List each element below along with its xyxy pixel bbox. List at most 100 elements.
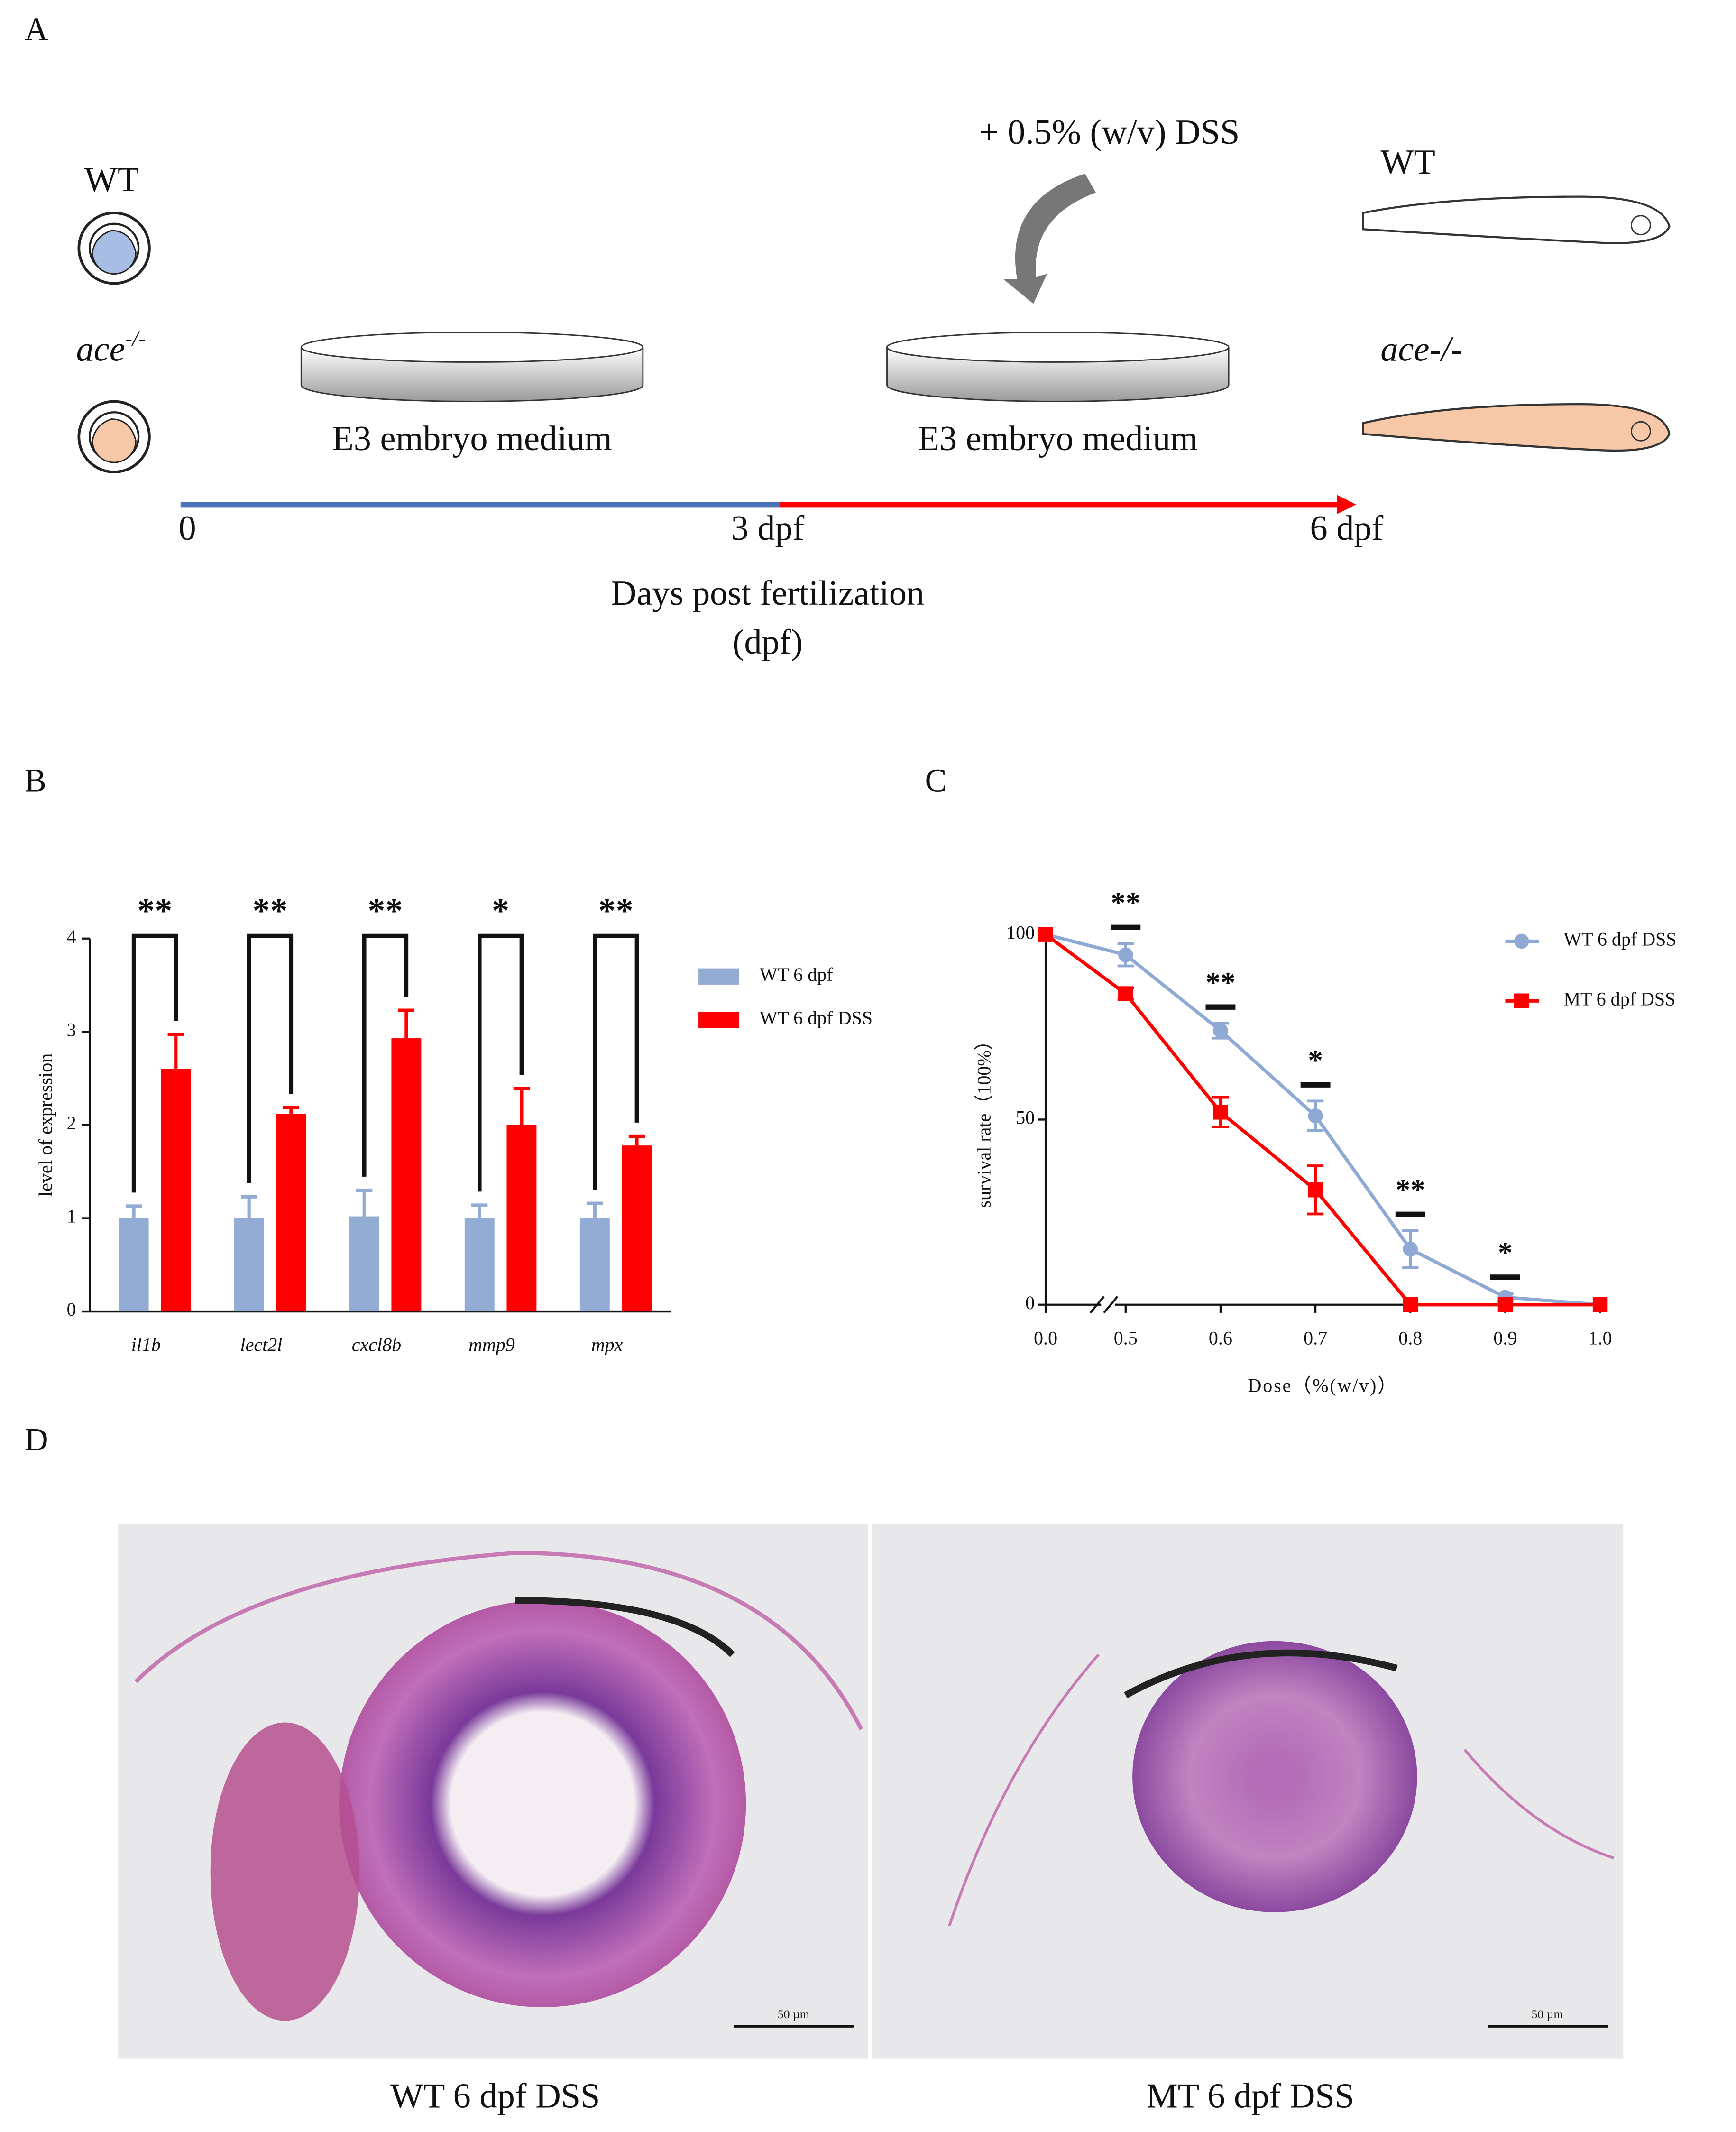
- bar: [234, 1218, 264, 1312]
- error-bar: [471, 1203, 488, 1218]
- timeline-unit: (dpf): [733, 623, 803, 662]
- schematic: WT ace-/- E3 embryo medium E3 embryo med…: [76, 113, 1671, 662]
- legend-swatch: [698, 1012, 739, 1028]
- bar: [579, 1218, 610, 1312]
- y-axis-label: level of expression: [35, 1053, 56, 1197]
- tissue: [339, 1600, 746, 2007]
- y-axis-label: survival rate（100%）: [973, 1031, 994, 1208]
- wt-label: WT: [84, 160, 139, 199]
- larva-eye: [1630, 215, 1651, 236]
- tissue: [1132, 1641, 1417, 1912]
- panel-label: A: [25, 11, 48, 47]
- error-bar: [628, 1134, 645, 1146]
- superscript: -/-: [125, 326, 146, 350]
- timeline-label: 0: [178, 509, 196, 548]
- legend-label: WT 6 dpf DSS: [1563, 929, 1676, 950]
- yolk: [92, 418, 137, 463]
- dish: [886, 332, 1230, 363]
- significance-bracket: [593, 933, 639, 1190]
- caption: WT 6 dpf DSS: [390, 2077, 600, 2115]
- marker: [1118, 947, 1133, 962]
- larva-eye: [1630, 421, 1651, 442]
- dish: [300, 332, 644, 363]
- legend-swatch: [698, 968, 739, 985]
- y-tick-label: 4: [67, 926, 76, 947]
- x-tick-label: 0.5: [1114, 1327, 1138, 1348]
- significance-label: **: [1206, 966, 1236, 999]
- error-bar: [513, 1087, 530, 1125]
- larva: [1362, 195, 1671, 244]
- x-tick-label: mpx: [591, 1334, 623, 1356]
- error-bar: [398, 1008, 415, 1039]
- significance-label: *: [1308, 1043, 1323, 1077]
- bar: [276, 1114, 306, 1312]
- significance-label: **: [1396, 1173, 1425, 1206]
- significance-label: **: [598, 891, 633, 930]
- error-bar: [356, 1188, 373, 1217]
- error-bar: [167, 1033, 184, 1069]
- y-tick-label: 50: [1016, 1107, 1035, 1128]
- significance-bracket: [131, 933, 178, 1193]
- legend-label: WT 6 dpf DSS: [760, 1007, 873, 1028]
- x-tick-label: 0.9: [1493, 1327, 1517, 1348]
- x-tick-label: 0.0: [1034, 1327, 1057, 1348]
- marker: [1403, 1241, 1418, 1257]
- error-bar: [587, 1201, 603, 1218]
- membrane: [1463, 1748, 1615, 1860]
- y-tick-label: 100: [1006, 922, 1035, 943]
- x-tick-label: 0.7: [1304, 1327, 1327, 1348]
- timeline-title: Days post fertilization: [611, 574, 925, 613]
- y-tick-label: 2: [67, 1112, 76, 1134]
- significance-label: *: [492, 891, 509, 930]
- marker: [1118, 986, 1133, 1001]
- y-tick-label: 0: [1025, 1292, 1035, 1313]
- error-bar: [125, 1204, 142, 1218]
- error-bar: [241, 1195, 257, 1218]
- legend-label: WT 6 dpf: [760, 964, 834, 985]
- tissue: [210, 1722, 360, 2021]
- x-tick-label: cxcl8b: [352, 1334, 401, 1356]
- membrane: [948, 1653, 1100, 1927]
- timeline-label: 3 dpf: [731, 509, 804, 548]
- bar: [506, 1125, 537, 1312]
- x-tick-label: il1b: [131, 1334, 161, 1356]
- micrographs: 50 µm 50 µm WT 6 dpf DSS MT 6 dpf DSS: [118, 1524, 1624, 2115]
- marker: [1213, 1023, 1228, 1038]
- y-tick-label: 0: [67, 1299, 76, 1320]
- arrowhead: [1337, 495, 1356, 514]
- bar: [391, 1038, 422, 1312]
- larva: [1362, 403, 1671, 452]
- dish-label: E3 embryo medium: [918, 419, 1198, 458]
- y-tick-label: 1: [67, 1206, 76, 1227]
- marker: [1308, 1182, 1323, 1198]
- scale-label: 50 µm: [1532, 2007, 1563, 2021]
- significance-label: **: [367, 891, 403, 930]
- pigment: [1124, 1649, 1398, 1698]
- axis-break: [1089, 1296, 1119, 1314]
- significance-label: **: [137, 891, 172, 930]
- x-tick-label: 0.8: [1398, 1327, 1422, 1348]
- marker: [1592, 1297, 1608, 1312]
- bar: [464, 1218, 495, 1312]
- pigment: [515, 1597, 735, 1657]
- bar: [349, 1216, 379, 1312]
- membrane: [134, 1551, 863, 1730]
- curved-arrow: [1003, 174, 1096, 304]
- marker: [1497, 1297, 1513, 1312]
- significance-bracket: [362, 933, 409, 1177]
- larva-label: WT: [1380, 143, 1435, 182]
- mutant-name: ace: [76, 330, 125, 369]
- significance-label: **: [1111, 886, 1140, 919]
- legend-marker: [1514, 993, 1529, 1008]
- significance-bracket: [247, 933, 294, 1183]
- error-bar: [283, 1105, 299, 1114]
- panel-label: B: [25, 762, 46, 798]
- x-tick-label: mmp9: [468, 1334, 515, 1356]
- x-tick-label: 0.6: [1209, 1327, 1232, 1348]
- mutant-label: ace-/-: [76, 326, 146, 369]
- bar: [119, 1218, 149, 1312]
- significance-label: **: [252, 891, 287, 930]
- x-tick-label: 1.0: [1589, 1327, 1612, 1348]
- significance-label: *: [1498, 1236, 1513, 1269]
